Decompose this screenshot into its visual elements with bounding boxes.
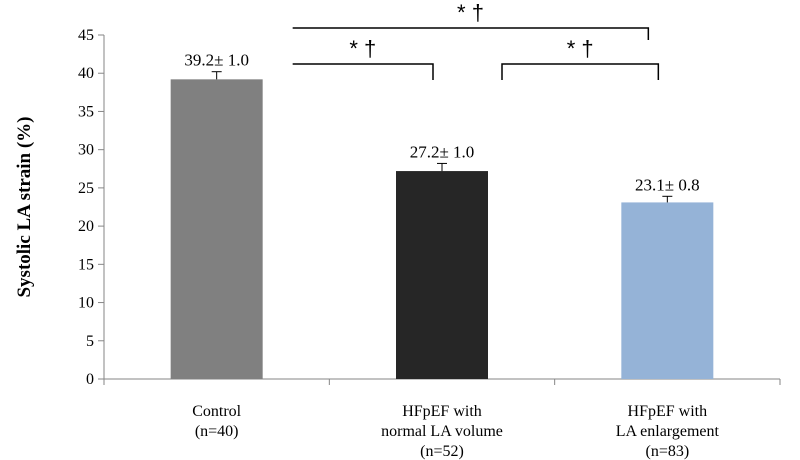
category-label-line: (n=83) [645,443,689,460]
significance-bracket [292,63,434,80]
category-label: Control (n=40) [192,403,241,440]
y-axis-label-group: Systolic LA strain (%) [14,116,35,297]
category-label-line: (n=52) [420,443,464,460]
significance-brackets: * † * † * † [292,0,660,80]
category-label-line: (n=40) [195,423,239,440]
category-label-line: HFpEF with [628,403,708,420]
y-tick-label: 35 [78,103,94,120]
significance-bracket [292,27,650,40]
category-label-line: Control [192,403,241,420]
significance-label: * † [457,0,484,25]
data-label: 23.1± 0.8 [635,175,700,194]
y-tick-label: 5 [86,333,94,350]
category-label-line: HFpEF with [402,403,482,420]
y-tick-label: 40 [78,65,94,82]
y-tick-label: 0 [86,371,94,388]
y-axis-ticks: 0 5 10 15 20 25 30 35 40 45 [78,27,104,388]
category-label-line: normal LA volume [381,423,503,440]
y-axis-label: Systolic LA strain (%) [14,116,35,297]
data-label: 39.2± 1.0 [184,51,249,70]
y-tick-label: 10 [78,295,94,312]
data-labels: 39.2± 1.0 27.2± 1.0 23.1± 0.8 [184,51,699,195]
error-bars [211,71,673,203]
significance-label: * † [567,36,594,61]
significance-label: * † [349,36,376,61]
category-label: HFpEF with normal LA volume (n=52) [381,403,503,460]
y-tick-label: 20 [78,218,94,235]
category-label-line: LA enlargement [616,423,720,440]
y-tick-label: 15 [78,256,94,273]
y-tick-label: 45 [78,27,94,44]
bar [621,202,714,379]
y-tick-label: 25 [78,180,94,197]
bars [170,79,714,380]
bar [170,79,263,380]
category-labels: Control (n=40) HFpEF with normal LA volume (… [192,403,719,460]
bar [396,171,488,379]
data-label: 27.2± 1.0 [410,142,475,161]
category-label: HFpEF with LA enlargement (n=83) [616,403,720,460]
significance-bracket [501,63,660,80]
y-tick-label: 30 [78,142,94,159]
